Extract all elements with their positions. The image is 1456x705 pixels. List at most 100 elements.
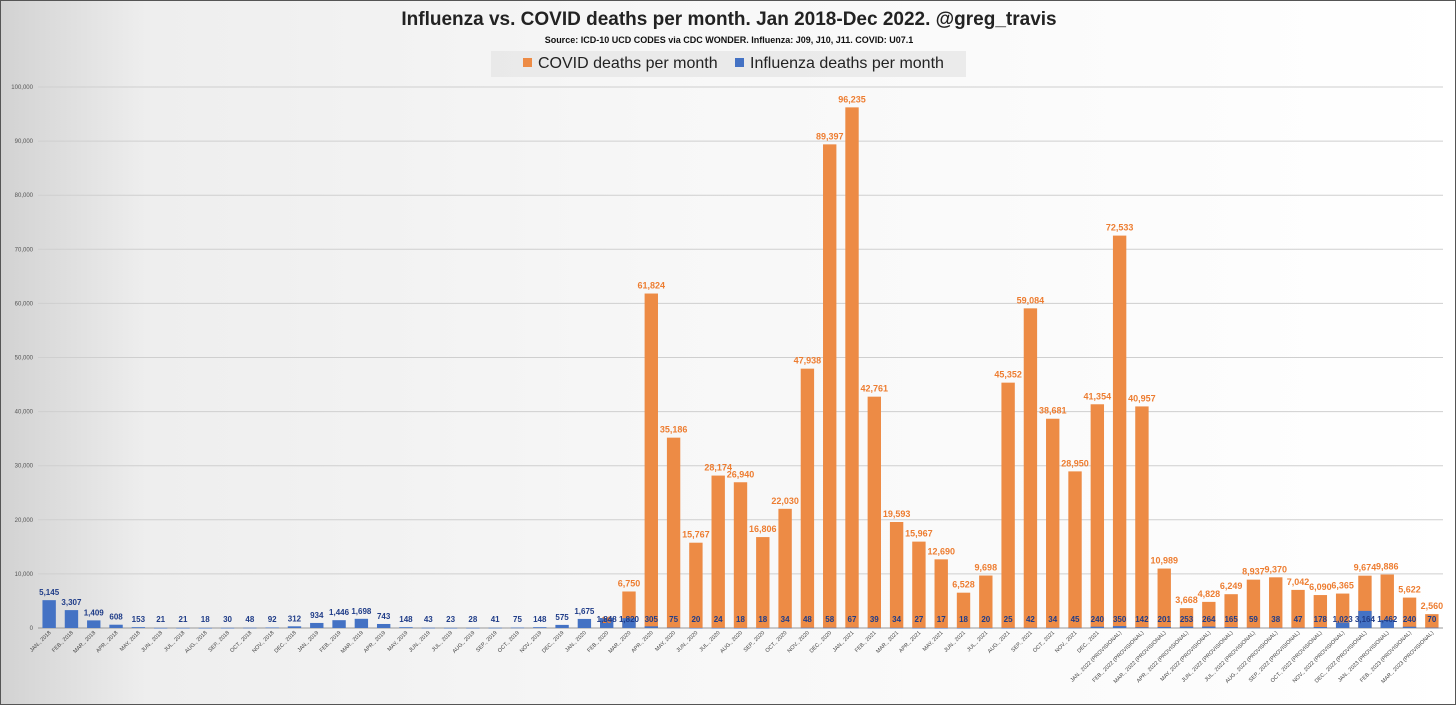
influenza-bar [1135, 627, 1149, 628]
influenza-data-label: 240 [1403, 615, 1417, 624]
influenza-data-label: 75 [513, 615, 522, 624]
covid-data-label: 41,354 [1084, 391, 1112, 401]
influenza-data-label: 575 [555, 613, 569, 622]
covid-bar [1224, 594, 1238, 628]
x-tick-label: JUL., 2018 [163, 630, 186, 653]
influenza-bar [220, 627, 235, 629]
influenza-data-label: 28 [468, 615, 477, 624]
influenza-bar [912, 627, 926, 629]
influenza-data-label: 25 [1004, 615, 1013, 624]
covid-data-label: 47,938 [794, 356, 822, 366]
x-tick-label: MAY, 2019 [387, 630, 410, 653]
covid-bar [934, 559, 948, 628]
covid-bar [1135, 406, 1149, 628]
x-tick-label: SEP., 2018 [208, 630, 231, 653]
influenza-data-label: 743 [377, 612, 391, 621]
covid-bar [644, 293, 658, 628]
covid-data-label: 6,365 [1331, 581, 1354, 591]
covid-data-label: 28,950 [1061, 458, 1089, 468]
influenza-bar [1179, 626, 1194, 628]
covid-bar [1425, 614, 1439, 628]
influenza-bar [153, 627, 168, 629]
influenza-data-label: 934 [310, 611, 324, 620]
influenza-data-label: 18 [959, 615, 968, 624]
covid-data-label: 16 [602, 615, 612, 625]
x-tick-label: JUN., 2020 [676, 630, 700, 654]
influenza-bar [1202, 626, 1216, 628]
influenza-bar [399, 627, 413, 628]
influenza-data-label: 148 [399, 615, 413, 624]
x-tick-label: SEP., 2019 [475, 630, 498, 653]
x-tick-label: NOV., 2019 [519, 630, 543, 654]
x-tick-label: AUG., 2020 [719, 630, 744, 655]
influenza-bar [198, 627, 212, 629]
legend: COVID deaths per month Influenza deaths … [491, 51, 966, 77]
covid-bar [778, 508, 792, 628]
x-tick-label: JAN., 2021 [832, 630, 855, 653]
influenza-data-label: 201 [1158, 615, 1172, 624]
covid-data-label: 72,533 [1106, 223, 1134, 233]
covid-data-label: 15,767 [682, 530, 710, 540]
x-tick-label: JUN., 2018 [140, 630, 164, 654]
y-tick-label: 90,000 [15, 139, 34, 145]
covid-data-label: 6,249 [1220, 581, 1243, 591]
influenza-data-label: 608 [109, 613, 123, 622]
covid-data-label: 3,668 [1175, 595, 1198, 605]
covid-bar [1112, 235, 1127, 628]
influenza-data-label: 48 [803, 615, 812, 624]
influenza-bar [533, 627, 547, 628]
influenza-bar [466, 627, 480, 629]
x-tick-label: OCT., 2018 [229, 630, 253, 654]
influenza-data-label: 350 [1113, 615, 1127, 624]
covid-data-label: 4,828 [1198, 589, 1221, 599]
influenza-data-label: 1,698 [351, 607, 372, 616]
influenza-data-label: 43 [424, 615, 433, 624]
influenza-data-label: 1,848 [597, 615, 618, 624]
influenza-bar [131, 627, 146, 628]
x-tick-label: MAY, 2018 [119, 630, 142, 653]
chart-title: Influenza vs. COVID deaths per month. Ja… [401, 9, 1057, 30]
x-tick-label: JUL., 2020 [699, 630, 722, 653]
covid-bar [689, 542, 703, 628]
influenza-bar [287, 626, 302, 628]
y-tick-label: 100,000 [11, 85, 33, 91]
influenza-data-label: 1,820 [619, 615, 640, 624]
influenza-data-label: 1,023 [1333, 615, 1354, 624]
influenza-bar [956, 627, 971, 629]
influenza-data-label: 18 [201, 615, 210, 624]
influenza-bar [176, 627, 190, 629]
influenza-data-label: 240 [1091, 615, 1105, 624]
influenza-bar [332, 620, 346, 628]
y-tick-label: 60,000 [15, 301, 34, 307]
x-tick-label: SEP., 2020 [743, 630, 766, 653]
covid-data-label: 12,690 [927, 546, 955, 556]
x-tick-label: MAR., 2019 [340, 630, 365, 655]
influenza-data-label: 48 [245, 615, 254, 624]
influenza-data-label: 24 [714, 615, 723, 624]
x-tick-label: FEB., 2018 [51, 630, 75, 654]
x-tick-label: MAR., 2020 [608, 630, 633, 655]
covid-bar [823, 144, 837, 628]
covid-data-label: 9,886 [1376, 562, 1399, 572]
influenza-bar [109, 624, 123, 628]
x-tick-label: JAN., 2018 [29, 630, 52, 653]
y-tick-label: 30,000 [15, 464, 34, 470]
influenza-data-label: 58 [825, 615, 834, 624]
x-tick-label: MAR., 2018 [72, 630, 97, 655]
x-tick-label: DEC., 2019 [541, 630, 565, 654]
influenza-bar [644, 626, 658, 628]
covid-data-label: 96,235 [838, 94, 866, 104]
covid-bar [1380, 574, 1394, 628]
influenza-data-label: 30 [223, 615, 232, 624]
influenza-data-label: 165 [1224, 615, 1238, 624]
influenza-bar [867, 627, 881, 629]
x-tick-label: JAN., 2020 [564, 630, 587, 653]
x-tick-label: FEB., 2019 [319, 630, 343, 654]
covid-data-label: 8,937 [1242, 567, 1265, 577]
covid-data-label: 19,593 [883, 509, 911, 519]
y-tick-label: 50,000 [15, 356, 34, 362]
influenza-bar [1380, 620, 1394, 628]
x-tick-label: OCT., 2019 [497, 630, 521, 654]
covid-bar [1023, 308, 1038, 628]
